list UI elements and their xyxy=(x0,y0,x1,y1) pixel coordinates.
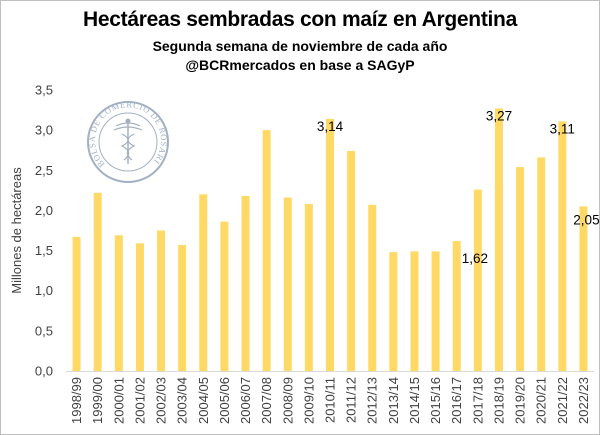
x-tick-label: 2000/01 xyxy=(111,377,126,424)
y-tick-label: 3,5 xyxy=(35,83,53,98)
bar xyxy=(494,108,503,372)
bar xyxy=(241,195,250,371)
chart-source: @BCRmercados en base a SAGyP xyxy=(185,57,415,73)
data-label: 2,05 xyxy=(573,212,599,227)
x-tick-label: 2010/11 xyxy=(323,377,338,423)
x-tick-label: 2019/20 xyxy=(513,377,528,424)
x-tick-label: 2001/02 xyxy=(132,377,147,424)
x-tick-label: 2008/09 xyxy=(280,377,295,424)
bar xyxy=(199,194,208,371)
y-tick-label: 1,5 xyxy=(35,243,53,258)
x-tick-label: 2014/15 xyxy=(407,377,422,424)
x-tick-label: 2009/10 xyxy=(301,377,316,424)
y-tick-label: 2,5 xyxy=(35,163,53,178)
x-tick-label: 2003/04 xyxy=(175,377,190,424)
x-tick-label: 2022/23 xyxy=(576,377,591,424)
data-label: 3,11 xyxy=(550,121,575,136)
bar xyxy=(452,240,461,371)
bar xyxy=(262,130,271,371)
bar xyxy=(558,121,567,371)
chart-title: Hectáreas sembradas con maíz en Argentin… xyxy=(83,8,517,31)
bar xyxy=(304,204,313,371)
x-tick-label: 1999/00 xyxy=(90,377,105,424)
x-tick-label: 2017/18 xyxy=(470,377,485,424)
x-tick-label: 2004/05 xyxy=(196,377,211,424)
y-tick-label: 2,0 xyxy=(35,203,53,218)
bar xyxy=(537,157,546,371)
bar xyxy=(516,167,525,371)
chart-subtitle: Segunda semana de noviembre de cada año xyxy=(152,38,448,54)
x-tick-label: 2020/21 xyxy=(534,377,549,424)
bar xyxy=(389,252,398,371)
x-tick-label: 2005/06 xyxy=(217,377,232,424)
bar xyxy=(157,230,166,371)
x-tick-label: 2021/22 xyxy=(555,377,570,424)
bar xyxy=(135,243,144,371)
bar xyxy=(368,204,377,371)
bar xyxy=(347,151,356,371)
y-tick-label: 0,0 xyxy=(35,364,53,379)
bar xyxy=(72,236,81,371)
x-tick-label: 1998/99 xyxy=(69,377,84,424)
x-tick-label: 2011/12 xyxy=(344,377,359,423)
x-tick-label: 2013/14 xyxy=(386,377,401,424)
y-tick-label: 0,5 xyxy=(35,323,53,338)
x-tick-label: 2002/03 xyxy=(154,377,169,424)
data-label: 3,27 xyxy=(486,108,512,123)
data-label: 1,62 xyxy=(462,251,488,266)
bar xyxy=(178,244,187,371)
svg-text:BOLSA DE COMERCIO DE ROSARIO: BOLSA DE COMERCIO DE ROSARIO xyxy=(0,0,169,169)
logo-text: BOLSA DE COMERCIO DE ROSARIO xyxy=(0,0,169,169)
x-tick-label: 2018/19 xyxy=(491,377,506,424)
bar xyxy=(579,206,588,371)
bar xyxy=(410,251,419,371)
bar xyxy=(473,189,482,371)
caduceus-seal-icon: BOLSA DE COMERCIO DE ROSARIO xyxy=(0,0,169,183)
data-label: 3,14 xyxy=(317,119,344,134)
bar xyxy=(283,197,292,371)
x-tick-label: 2016/17 xyxy=(449,377,464,424)
bar xyxy=(431,251,440,371)
x-tick-label: 2007/08 xyxy=(259,377,274,424)
y-axis-title: Millones de hectáreas xyxy=(9,167,24,294)
y-tick-label: 3,0 xyxy=(35,123,53,138)
bar xyxy=(326,118,334,371)
x-tick-label: 2012/13 xyxy=(365,377,380,424)
x-tick-label: 2006/07 xyxy=(238,377,253,424)
y-tick-label: 1,0 xyxy=(35,283,53,298)
bar xyxy=(114,235,123,371)
bar xyxy=(93,192,102,371)
x-tick-label: 2015/16 xyxy=(428,377,443,424)
bar xyxy=(220,221,229,371)
